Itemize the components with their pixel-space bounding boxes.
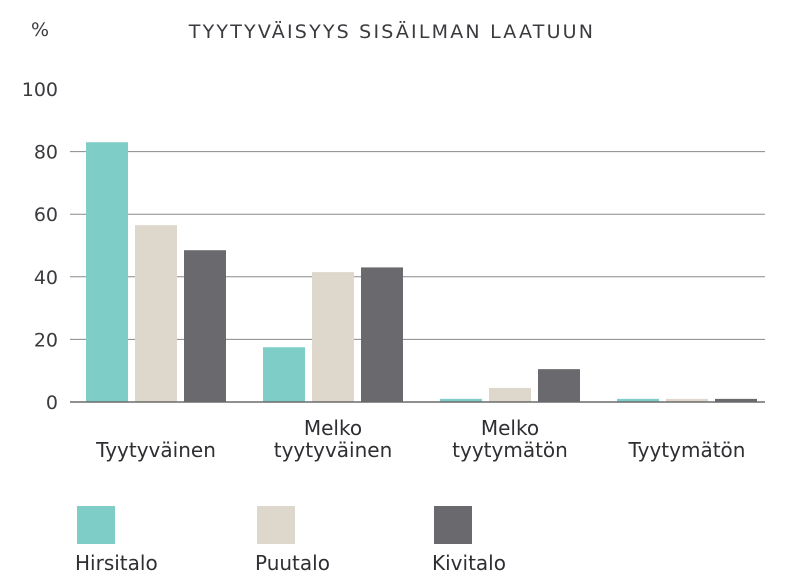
category-label: Melko <box>481 416 539 440</box>
category-labels: TyytyväinenMelkotyytyväinenMelkotyytymät… <box>95 416 745 462</box>
bar <box>312 272 354 402</box>
legend-label: Hirsitalo <box>75 551 158 575</box>
bar <box>361 267 403 402</box>
legend-item: Kivitalo <box>432 506 506 575</box>
bar <box>666 398 708 402</box>
bar <box>489 387 531 402</box>
category-label: Tyytyväinen <box>95 438 216 462</box>
category-label: Tyytymätön <box>628 438 746 462</box>
y-tick-label: 0 <box>46 392 58 414</box>
y-tick-label: 80 <box>34 142 58 164</box>
legend: Hirsitalo Puutalo Kivitalo <box>75 506 506 575</box>
legend-label: Kivitalo <box>432 551 506 575</box>
legend-label: Puutalo <box>255 551 330 575</box>
bar <box>538 369 580 402</box>
legend-swatch <box>257 506 295 544</box>
legend-swatch <box>434 506 472 544</box>
y-tick-labels: 0 20 40 60 80 100 <box>22 79 58 414</box>
legend-swatch <box>77 506 115 544</box>
y-tick-label: 20 <box>34 329 58 351</box>
y-tick-label: 40 <box>34 267 58 289</box>
bar <box>263 347 305 402</box>
chart-title: TYYTYVÄISYYS SISÄILMAN LAATUUN <box>188 20 595 43</box>
bars <box>86 142 757 402</box>
category-label: tyytymätön <box>452 438 568 462</box>
bar <box>715 398 757 402</box>
bar <box>135 225 177 402</box>
bar <box>440 398 482 402</box>
legend-item: Puutalo <box>255 506 330 575</box>
bar <box>617 398 659 402</box>
bar <box>86 142 128 402</box>
y-tick-label: 100 <box>22 79 58 101</box>
legend-item: Hirsitalo <box>75 506 158 575</box>
bar <box>184 250 226 402</box>
category-label: Melko <box>304 416 362 440</box>
y-unit-label: % <box>31 19 49 41</box>
category-label: tyytyväinen <box>274 438 393 462</box>
y-tick-label: 60 <box>34 204 58 226</box>
